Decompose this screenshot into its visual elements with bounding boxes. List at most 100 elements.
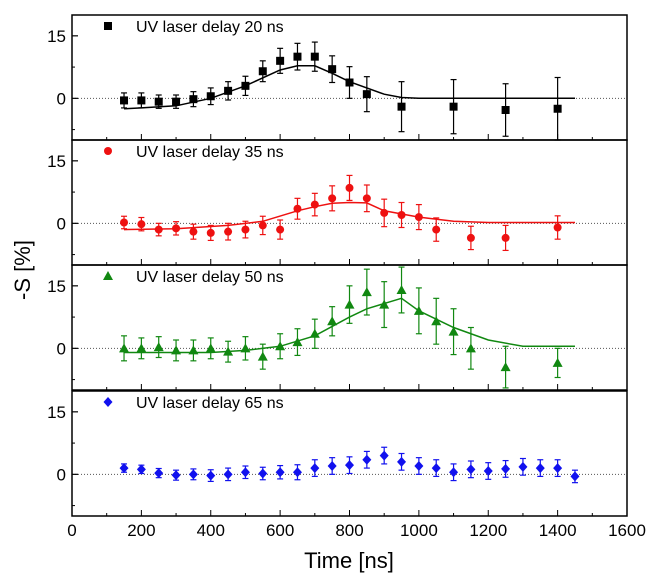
data-marker bbox=[188, 345, 199, 355]
data-point bbox=[172, 94, 181, 109]
data-marker bbox=[171, 345, 182, 355]
data-point bbox=[397, 201, 406, 229]
data-marker bbox=[189, 227, 198, 236]
data-marker bbox=[171, 470, 181, 481]
data-marker bbox=[432, 225, 441, 234]
data-marker bbox=[397, 102, 406, 111]
data-marker bbox=[206, 470, 216, 481]
data-point bbox=[345, 66, 354, 99]
data-point bbox=[396, 266, 407, 314]
data-marker bbox=[345, 460, 354, 471]
x-axis-title: Time [ns] bbox=[304, 548, 394, 573]
data-point bbox=[189, 91, 198, 108]
legend-marker bbox=[103, 397, 113, 407]
data-point bbox=[327, 306, 338, 337]
data-marker bbox=[310, 200, 319, 209]
data-point bbox=[362, 450, 372, 469]
data-point bbox=[240, 465, 250, 480]
data-marker bbox=[344, 299, 355, 309]
data-point bbox=[397, 81, 406, 133]
data-point bbox=[154, 222, 163, 237]
legend-label: UV laser delay 50 ns bbox=[136, 269, 284, 286]
data-marker bbox=[379, 450, 389, 461]
data-marker bbox=[119, 463, 129, 474]
data-marker bbox=[258, 468, 268, 479]
data-point bbox=[189, 223, 198, 240]
data-marker bbox=[414, 213, 423, 222]
data-marker bbox=[362, 194, 371, 203]
data-point bbox=[293, 197, 302, 220]
data-point bbox=[570, 469, 580, 484]
data-point bbox=[292, 464, 302, 481]
data-point bbox=[275, 333, 286, 360]
data-marker bbox=[328, 65, 337, 74]
data-point bbox=[136, 464, 146, 475]
y-axis-title: -S [%] bbox=[10, 240, 35, 300]
data-marker bbox=[449, 102, 458, 111]
data-marker bbox=[362, 90, 371, 99]
data-point bbox=[327, 457, 337, 475]
data-point bbox=[258, 466, 268, 481]
data-marker bbox=[553, 223, 562, 232]
data-point bbox=[120, 215, 129, 230]
y-tick-label: 15 bbox=[47, 403, 66, 422]
data-point bbox=[171, 339, 182, 362]
legend-label: UV laser delay 65 ns bbox=[136, 395, 284, 412]
data-point bbox=[310, 41, 319, 72]
data-point bbox=[276, 47, 285, 74]
data-point bbox=[379, 281, 390, 329]
data-marker bbox=[188, 469, 198, 480]
data-point bbox=[241, 220, 250, 239]
legend-marker bbox=[103, 271, 113, 280]
legend-label: UV laser delay 35 ns bbox=[136, 144, 284, 161]
data-marker bbox=[154, 468, 164, 479]
data-marker bbox=[241, 81, 250, 90]
data-point bbox=[171, 469, 181, 481]
data-marker bbox=[310, 463, 320, 474]
data-point bbox=[501, 83, 510, 137]
data-point bbox=[153, 336, 164, 359]
y-tick-label: 0 bbox=[57, 89, 66, 108]
data-point bbox=[223, 340, 234, 363]
data-point bbox=[413, 287, 424, 335]
data-point bbox=[292, 328, 303, 357]
data-marker bbox=[154, 97, 163, 106]
data-marker bbox=[309, 328, 320, 338]
data-point bbox=[553, 459, 563, 478]
data-marker bbox=[500, 362, 511, 372]
x-tick-label: 200 bbox=[127, 521, 155, 540]
data-marker bbox=[276, 56, 285, 65]
data-marker bbox=[396, 285, 407, 294]
data-point bbox=[449, 78, 458, 135]
data-point bbox=[120, 92, 129, 109]
data-point bbox=[223, 467, 233, 482]
data-point bbox=[188, 339, 199, 362]
data-point bbox=[483, 462, 493, 480]
data-marker bbox=[501, 106, 510, 114]
data-point bbox=[431, 459, 441, 478]
fit-curve bbox=[123, 201, 575, 231]
data-point bbox=[345, 174, 354, 202]
data-marker bbox=[431, 463, 441, 474]
data-marker bbox=[570, 471, 580, 482]
data-point bbox=[345, 456, 354, 475]
data-marker bbox=[413, 305, 424, 315]
panel-1: UV laser delay 20 ns bbox=[72, 19, 627, 141]
data-point bbox=[553, 215, 562, 240]
panel-2: UV laser delay 35 ns bbox=[72, 144, 627, 252]
data-point bbox=[518, 457, 528, 476]
data-point bbox=[500, 345, 511, 389]
data-point bbox=[380, 198, 389, 228]
data-marker bbox=[397, 211, 406, 219]
data-point bbox=[137, 216, 146, 232]
data-marker bbox=[553, 463, 563, 474]
data-marker bbox=[205, 343, 216, 353]
x-tick-label: 1200 bbox=[469, 521, 507, 540]
legend-entry: UV laser delay 35 ns bbox=[104, 144, 284, 161]
data-marker bbox=[449, 467, 459, 478]
data-point bbox=[431, 297, 442, 345]
data-marker bbox=[345, 183, 354, 192]
data-marker bbox=[257, 351, 268, 361]
data-point bbox=[136, 337, 147, 360]
